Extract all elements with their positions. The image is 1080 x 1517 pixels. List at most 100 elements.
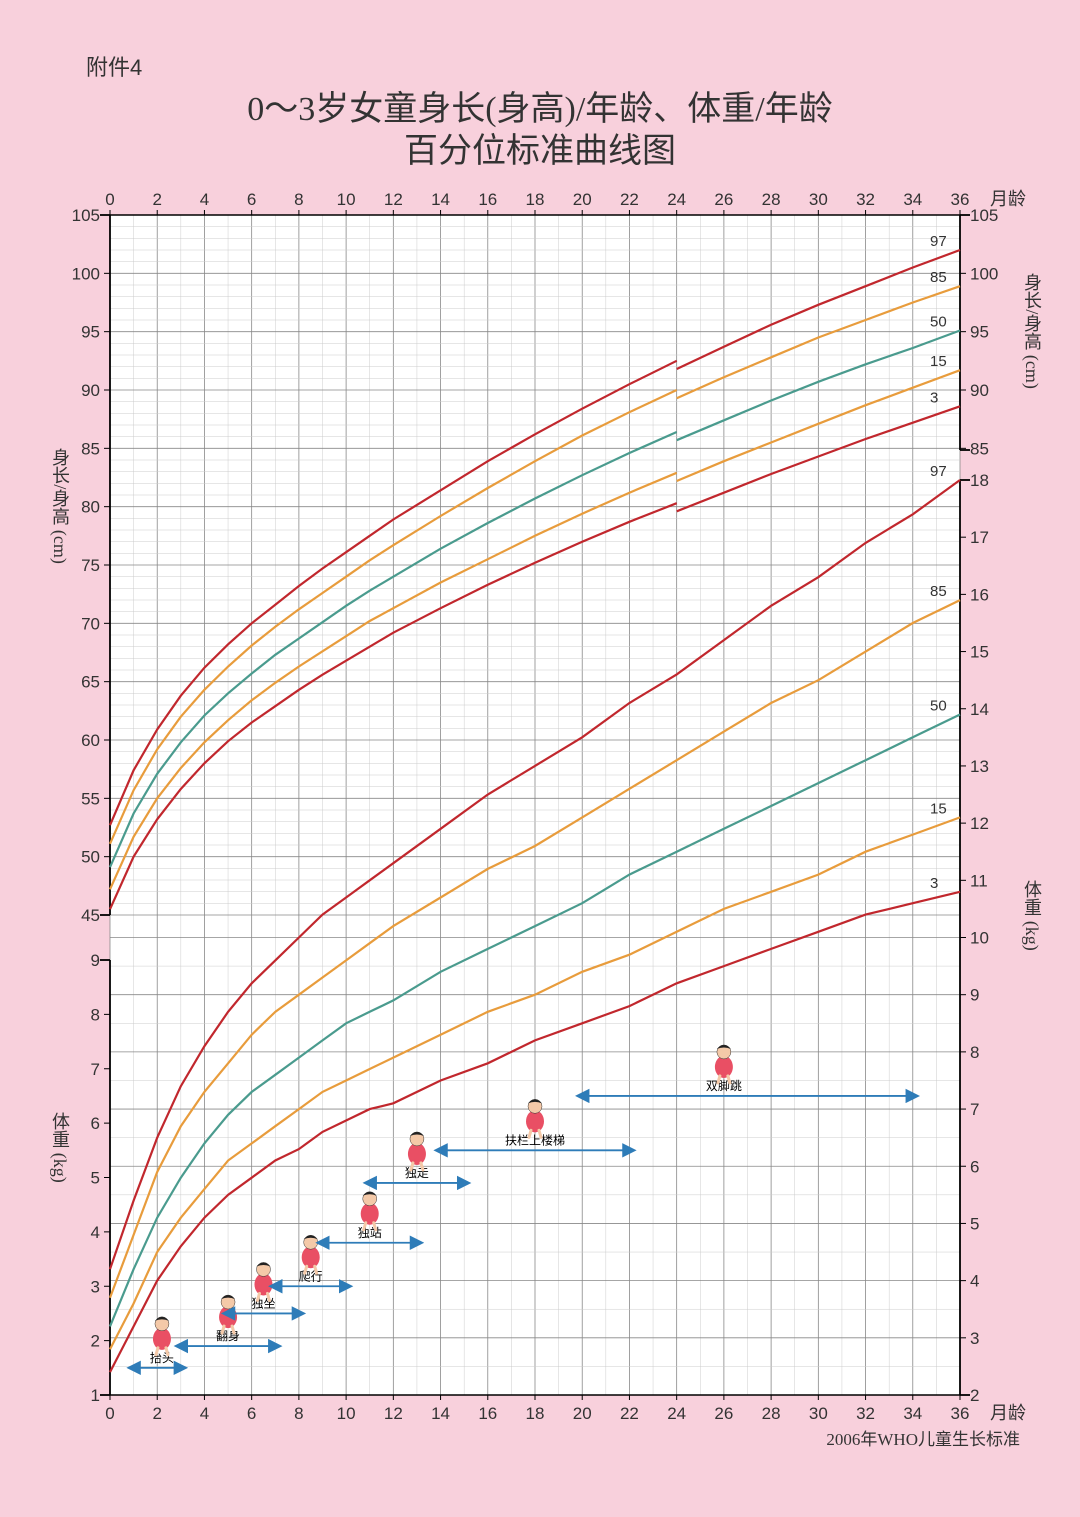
weight-tick-right: 13 (970, 757, 989, 776)
height-curve-label-p85: 85 (930, 269, 947, 286)
weight-curve-label-p50: 50 (930, 697, 947, 714)
weight-tick-left: 8 (91, 1005, 100, 1024)
weight-tick-left: 3 (91, 1277, 100, 1296)
weight-tick-right: 17 (970, 528, 989, 547)
height-tick-left: 90 (81, 381, 100, 400)
weight-curve-label-p97: 97 (930, 463, 947, 480)
milestone-label-baby-sit: 独坐 (251, 1296, 275, 1310)
weight-tick-right: 15 (970, 643, 989, 662)
x-tick-top: 30 (809, 190, 828, 209)
weight-tick-right: 8 (970, 1043, 979, 1062)
x-tick-bottom: 14 (431, 1404, 450, 1423)
x-tick-top: 20 (573, 190, 592, 209)
x-tick-bottom: 36 (951, 1404, 970, 1423)
weight-tick-right: 4 (970, 1272, 979, 1291)
x-tick-top: 12 (384, 190, 403, 209)
x-tick-top: 36 (951, 190, 970, 209)
x-tick-bottom: 20 (573, 1404, 592, 1423)
height-tick-left: 80 (81, 498, 100, 517)
height-curve-label-p97: 97 (930, 233, 947, 250)
x-tick-top: 14 (431, 190, 450, 209)
x-tick-bottom: 28 (762, 1404, 781, 1423)
x-tick-bottom: 0 (105, 1404, 114, 1423)
height-tick-right: 105 (970, 206, 998, 225)
height-tick-left: 70 (81, 614, 100, 633)
growth-chart: 附件40～3岁女童身长(身高)/年龄、体重/年龄百分位标准曲线图00224466… (0, 0, 1080, 1517)
x-tick-top: 16 (478, 190, 497, 209)
weight-curve-label-p85: 85 (930, 583, 947, 600)
weight-tick-right: 7 (970, 1100, 979, 1119)
milestone-label-baby-stand: 独站 (358, 1226, 382, 1240)
x-tick-top: 26 (714, 190, 733, 209)
weight-tick-left: 6 (91, 1114, 100, 1133)
x-tick-bottom: 32 (856, 1404, 875, 1423)
x-tick-top: 8 (294, 190, 303, 209)
height-tick-left: 100 (72, 264, 100, 283)
weight-tick-right: 3 (970, 1329, 979, 1348)
x-tick-bottom: 22 (620, 1404, 639, 1423)
weight-tick-right: 16 (970, 585, 989, 604)
x-tick-bottom: 34 (903, 1404, 922, 1423)
x-tick-top: 24 (667, 190, 686, 209)
height-tick-left: 50 (81, 848, 100, 867)
weight-axis-label-right: 体重 (kg) (1021, 880, 1042, 951)
chart-title-line2: 百分位标准曲线图 (404, 132, 676, 170)
weight-tick-left: 9 (91, 951, 100, 970)
x-tick-top: 2 (152, 190, 161, 209)
x-tick-top: 18 (526, 190, 545, 209)
height-tick-left: 45 (81, 906, 100, 925)
height-tick-left: 65 (81, 673, 100, 692)
weight-tick-right: 10 (970, 929, 989, 948)
weight-curve-label-p3: 3 (930, 875, 938, 892)
height-curve-label-p50: 50 (930, 314, 947, 331)
x-tick-bottom: 8 (294, 1404, 303, 1423)
milestone-label-baby-roll: 翻身 (216, 1328, 240, 1343)
weight-tick-right: 5 (970, 1214, 979, 1233)
x-tick-bottom: 2 (152, 1404, 161, 1423)
weight-axis-label-left: 体重 (kg) (49, 1112, 70, 1183)
height-tick-right: 85 (970, 439, 989, 458)
weight-tick-right: 12 (970, 814, 989, 833)
appendix-label: 附件4 (86, 55, 142, 80)
x-tick-bottom: 26 (714, 1404, 733, 1423)
height-tick-left: 55 (81, 789, 100, 808)
x-tick-top: 4 (200, 190, 209, 209)
height-curve-label-p3: 3 (930, 389, 938, 406)
weight-tick-right: 14 (970, 700, 989, 719)
height-tick-left: 75 (81, 556, 100, 575)
weight-tick-left: 5 (91, 1169, 100, 1188)
weight-tick-right: 9 (970, 986, 979, 1005)
height-axis-label-left: 身长/身高 (cm) (49, 448, 70, 564)
weight-tick-left: 4 (91, 1223, 100, 1242)
milestone-label-baby-stairs: 扶栏上楼梯 (505, 1132, 565, 1147)
x-tick-bottom: 10 (337, 1404, 356, 1423)
height-tick-left: 95 (81, 323, 100, 342)
x-tick-top: 34 (903, 190, 922, 209)
x-tick-top: 22 (620, 190, 639, 209)
x-tick-top: 32 (856, 190, 875, 209)
x-tick-top: 28 (762, 190, 781, 209)
weight-tick-left: 2 (91, 1332, 100, 1351)
x-tick-bottom: 16 (478, 1404, 497, 1423)
weight-tick-right: 6 (970, 1157, 979, 1176)
x-tick-bottom: 18 (526, 1404, 545, 1423)
height-tick-left: 60 (81, 731, 100, 750)
height-axis-label-right: 身长/身高 (cm) (1021, 273, 1042, 389)
chart-title-line1: 0～3岁女童身长(身高)/年龄、体重/年龄 (247, 90, 833, 128)
x-tick-bottom: 30 (809, 1404, 828, 1423)
x-tick-top: 6 (247, 190, 256, 209)
weight-tick-left: 7 (91, 1060, 100, 1079)
milestone-label-baby-crawl: 爬行 (299, 1269, 323, 1283)
x-tick-bottom: 24 (667, 1404, 686, 1423)
height-tick-left: 105 (72, 206, 100, 225)
x-tick-bottom: 6 (247, 1404, 256, 1423)
x-axis-label-bottom: 月龄 (990, 1403, 1026, 1423)
x-tick-bottom: 12 (384, 1404, 403, 1423)
weight-tick-right: 11 (970, 871, 988, 890)
height-curve-label-p15: 15 (930, 353, 947, 370)
x-tick-top: 10 (337, 190, 356, 209)
weight-tick-left: 1 (91, 1386, 100, 1405)
footer-source: 2006年WHO儿童生长标准 (826, 1430, 1020, 1449)
weight-curve-label-p15: 15 (930, 800, 947, 817)
height-tick-right: 95 (970, 323, 989, 342)
